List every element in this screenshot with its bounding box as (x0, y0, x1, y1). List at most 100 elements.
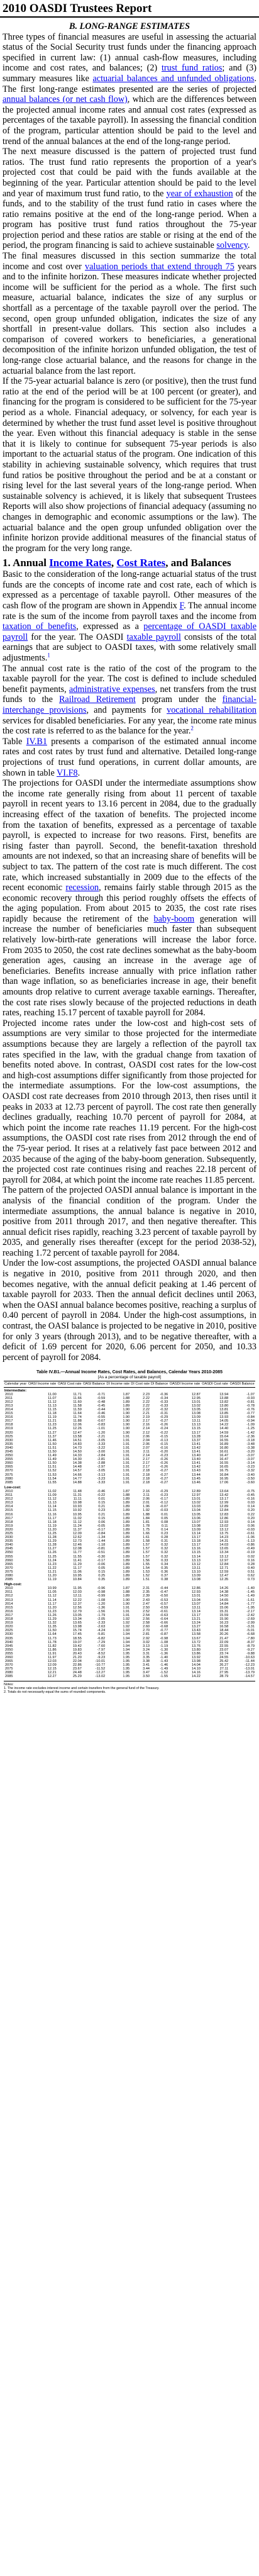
table-cell: 11.12 (48, 1497, 57, 1502)
table-row: 2017 11.26 13.05 -1.79 1.91 2.54 -0.63 13.17 15.… (4, 1614, 255, 1617)
table-cell: 14.66 (72, 1473, 82, 1477)
glossary-link[interactable]: vocational rehabilitation (167, 705, 257, 715)
glossary-link[interactable]: Cost Rates (116, 557, 166, 569)
glossary-link[interactable]: annual balances (or net cash flow) (3, 94, 128, 105)
table-cell: 0.16 (248, 1558, 255, 1563)
footnote-ref[interactable]: 1 (47, 652, 50, 659)
table-cell: -1.25 (246, 1427, 255, 1431)
table-cell: -1.19 (160, 1644, 168, 1648)
table-cell: -0.75 (246, 1489, 255, 1493)
text-run: The annual cost rate is the ratio of the… (3, 663, 256, 694)
table-cell: 0.33 (161, 1558, 168, 1563)
table-cell: 15.06 (219, 1605, 229, 1610)
table-cell: -2.17 (246, 1609, 255, 1614)
glossary-link[interactable]: VI.F8 (57, 767, 78, 778)
table-cell: 12.35 (219, 1578, 229, 1582)
table-cell: 13.58 (72, 1434, 82, 1439)
table-row: 2011 11.07 11.66 -0.59 1.88 2.22 -0.34 12.95 13.… (4, 1397, 255, 1400)
glossary-link[interactable]: solvency (216, 240, 248, 251)
table-cell: 12.21 (47, 1671, 57, 1675)
table-cell: 13.65 (72, 1621, 82, 1625)
table-row: 2065 11.23 11.29 -0.06 1.89 1.55 0.34 13.12 12.8… (4, 1563, 255, 1566)
table-cell: 13.11 (192, 1419, 201, 1424)
table-cell: 13.01 (191, 1594, 201, 1598)
table-cell: 12.84 (219, 1562, 229, 1566)
table-cell: 16.58 (219, 1625, 229, 1629)
table-row: 2050 11.49 14.33 -2.84 1.91 2.14 -0.23 13.40 16.… (4, 1454, 255, 1458)
table-cell: 3.35 (143, 1655, 150, 1659)
table-cell: 16.47 (219, 1454, 229, 1458)
table-cell: 14.40 (219, 1427, 229, 1431)
table-cell: 12.08 (72, 1547, 82, 1551)
table-cell: 24.48 (72, 1671, 82, 1675)
table-cell: 27.95 (219, 1671, 229, 1675)
table-cell: 1.89 (123, 1551, 130, 1555)
table-cell: 2013 (5, 1403, 13, 1408)
table-cell: 2045 (5, 1644, 13, 1648)
glossary-link[interactable]: administrative expenses (69, 684, 155, 694)
table-cell: 1.84 (143, 1516, 150, 1520)
table-cell: 2014 (5, 1407, 13, 1412)
glossary-link[interactable]: Income Rates (49, 557, 111, 569)
glossary-link[interactable]: trust fund ratios (161, 63, 223, 74)
glossary-link[interactable]: F (179, 601, 184, 611)
glossary-link[interactable]: year of exhaustion (166, 188, 233, 199)
footnote-ref[interactable]: 2 (190, 725, 194, 732)
table-cell: 27.11 (219, 1667, 229, 1671)
table-cell: 13.15 (191, 1551, 201, 1555)
table-cell: 13.13 (191, 1558, 201, 1563)
table-cell: 2060 (5, 1655, 13, 1659)
table-cell: 11.46 (48, 1438, 57, 1442)
table-cell: 2085 (5, 1578, 13, 1582)
glossary-link[interactable]: IV.B1 (26, 736, 47, 747)
table-cell: 0.11 (161, 1524, 168, 1528)
table-cell: 1.89 (123, 1574, 130, 1578)
table-cell: 1.89 (123, 1536, 130, 1540)
table-cell: 2015 (5, 1605, 13, 1610)
table-cell: 13.76 (191, 1644, 201, 1648)
table-cell: 0.21 (98, 1505, 106, 1509)
table-cell: 2016 (5, 1609, 13, 1614)
table-cell: 11.48 (73, 1489, 82, 1493)
table-cell: 16.47 (219, 1458, 229, 1462)
table-group-row: Intermediate: (4, 1387, 255, 1393)
table-cell: -0.33 (160, 1403, 168, 1408)
table-cell: 13.43 (191, 1629, 201, 1633)
table-cell: -0.49 (246, 1547, 255, 1551)
table-cell: -0.61 (246, 1531, 255, 1536)
glossary-link[interactable]: taxable payroll (126, 632, 181, 642)
table-cell: 0.62 (248, 1574, 255, 1578)
glossary-link[interactable]: percentage of OASDI taxable payroll (3, 622, 256, 642)
table-cell: 2.06 (143, 1442, 150, 1446)
table-cell: 3.24 (143, 1648, 150, 1652)
glossary-link[interactable]: actuarial balances and unfunded obligati… (92, 73, 255, 84)
table-cell: -0.47 (160, 1590, 168, 1595)
glossary-link[interactable]: Railroad Retirement (58, 694, 136, 705)
table-cell: 13.44 (191, 1473, 201, 1477)
table-cell: 14.38 (219, 1590, 229, 1595)
table-cell: -0.17 (97, 1558, 106, 1563)
table-cell: 1.89 (123, 1539, 130, 1544)
table-cell: 2014 (5, 1505, 13, 1509)
table-cell: 13.12 (191, 1562, 201, 1566)
subsection-paragraph-7: Under the low-cost assumptions, the proj… (3, 1258, 256, 1363)
table-cell: 11.21 (48, 1570, 57, 1574)
table-cell: -2.88 (97, 1461, 106, 1466)
glossary-link[interactable]: taxation of benefits (3, 622, 77, 632)
table-cell: 11.20 (48, 1527, 57, 1532)
table-cell: 2.01 (143, 1501, 150, 1505)
table-cell: 12.93 (219, 1520, 229, 1524)
table-cell: 14.30 (72, 1458, 82, 1462)
table-caption: Table IV.B1.—Annual Income Rates, Cost R… (36, 1370, 223, 1375)
table-cell: 13.45 (191, 1476, 201, 1481)
glossary-link[interactable]: financial-interchange provisions (3, 694, 256, 715)
glossary-link[interactable]: valuation periods that extend through 75 (85, 261, 234, 272)
table-cell: -0.29 (160, 1489, 168, 1493)
table-cell: 11.58 (73, 1403, 82, 1408)
table-cell: 2019 (5, 1524, 13, 1528)
table-cell: -13.01 (245, 1667, 255, 1671)
glossary-link[interactable]: recession (65, 883, 99, 893)
table-cell: 13.07 (191, 1520, 201, 1524)
table-cell: -4.24 (97, 1629, 106, 1633)
glossary-link[interactable]: baby-boom (153, 913, 195, 924)
